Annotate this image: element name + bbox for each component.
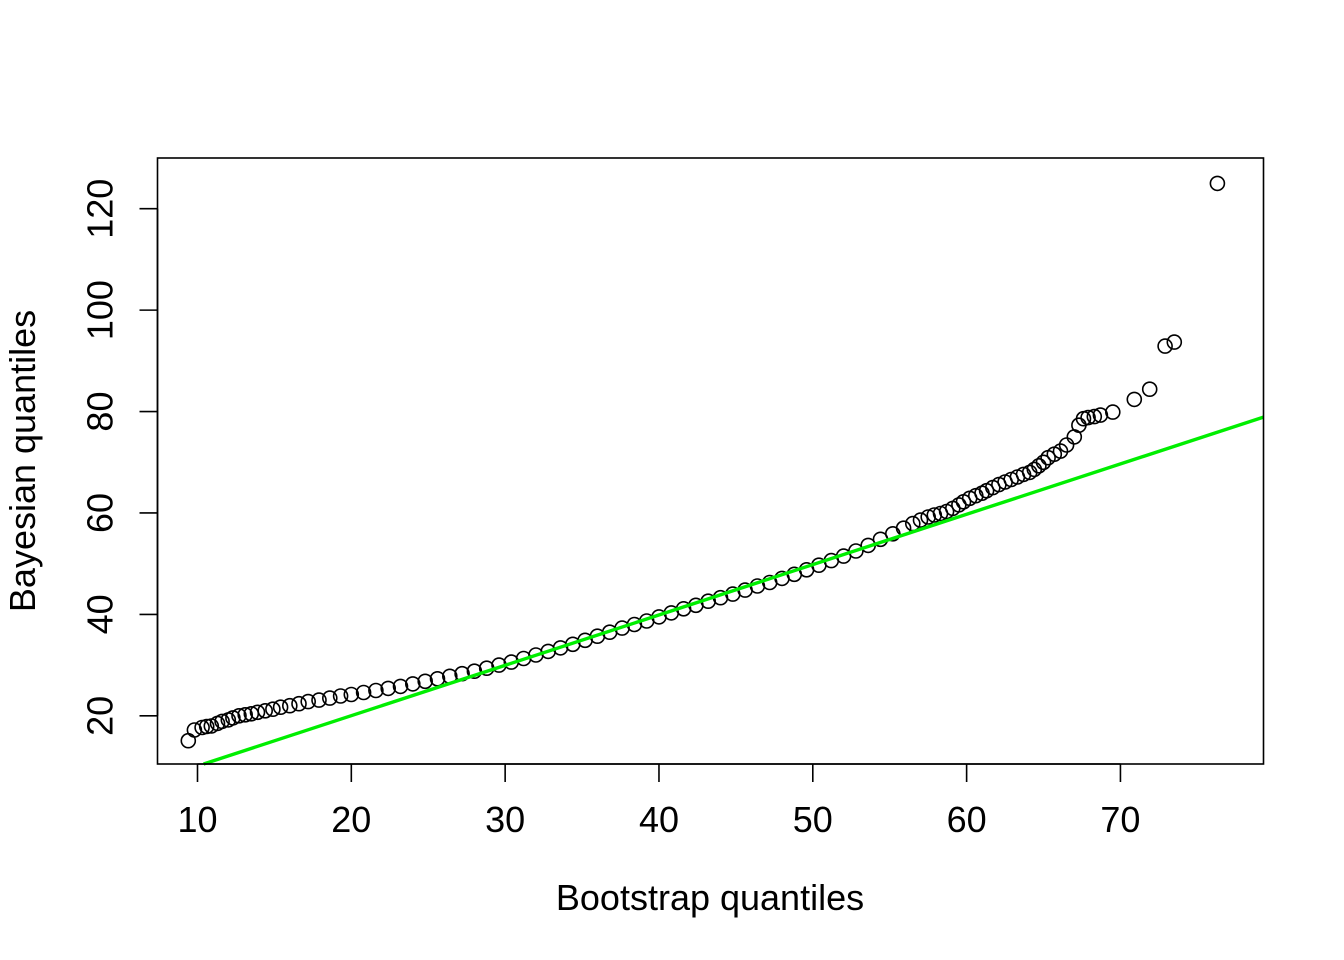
data-point — [321, 690, 338, 706]
x-tick-label: 50 — [793, 799, 833, 840]
y-tick-label: 60 — [80, 493, 121, 533]
data-point — [355, 684, 372, 701]
data-point — [1157, 338, 1173, 354]
y-axis-title: Bayesian quantiles — [2, 310, 43, 612]
y-tick-label: 80 — [80, 392, 121, 432]
y-tick-label: 20 — [80, 696, 121, 736]
data-point — [1092, 407, 1109, 423]
data-point — [225, 710, 241, 726]
reference-line-group — [203, 415, 1265, 766]
data-point — [1052, 443, 1069, 459]
data-point — [272, 699, 289, 716]
data-point — [214, 713, 230, 730]
data-point — [1209, 175, 1226, 192]
data-point — [1105, 404, 1121, 420]
y-tick-label: 120 — [80, 179, 121, 239]
reference-line — [203, 415, 1265, 766]
data-point — [231, 707, 247, 724]
y-axis: 20 40 60 80 100 120 — [80, 179, 159, 736]
x-tick-label: 10 — [177, 799, 217, 840]
x-tick-label: 40 — [639, 799, 679, 840]
x-axis: 10 20 30 40 50 60 70 — [177, 763, 1140, 840]
data-point — [249, 704, 266, 721]
data-points — [180, 175, 1226, 749]
data-point — [380, 680, 397, 697]
data-point — [237, 706, 253, 723]
x-tick-label: 20 — [331, 799, 371, 840]
data-point — [1035, 454, 1052, 471]
x-tick-label: 60 — [947, 799, 987, 840]
x-axis-title: Bootstrap quantiles — [556, 877, 864, 918]
x-tick-label: 70 — [1100, 799, 1140, 840]
data-point — [404, 676, 421, 692]
data-point — [1086, 408, 1103, 425]
data-point — [291, 695, 307, 712]
data-point — [311, 692, 327, 708]
data-point — [1080, 409, 1096, 426]
data-point — [265, 701, 281, 718]
data-point — [392, 678, 409, 695]
data-point — [257, 702, 274, 719]
y-tick-label: 40 — [80, 594, 121, 634]
data-point — [1031, 457, 1047, 474]
x-tick-label: 30 — [485, 799, 525, 840]
data-point — [343, 686, 360, 703]
data-point — [281, 697, 298, 714]
y-tick-label: 100 — [80, 280, 121, 340]
data-point — [1141, 381, 1158, 398]
data-point — [466, 663, 483, 680]
data-point — [1126, 391, 1143, 408]
data-point — [300, 693, 317, 710]
data-point — [368, 682, 384, 699]
data-point — [332, 688, 349, 704]
data-point — [1166, 334, 1183, 350]
data-point — [417, 673, 434, 690]
data-point — [912, 512, 929, 528]
data-point — [198, 718, 215, 735]
